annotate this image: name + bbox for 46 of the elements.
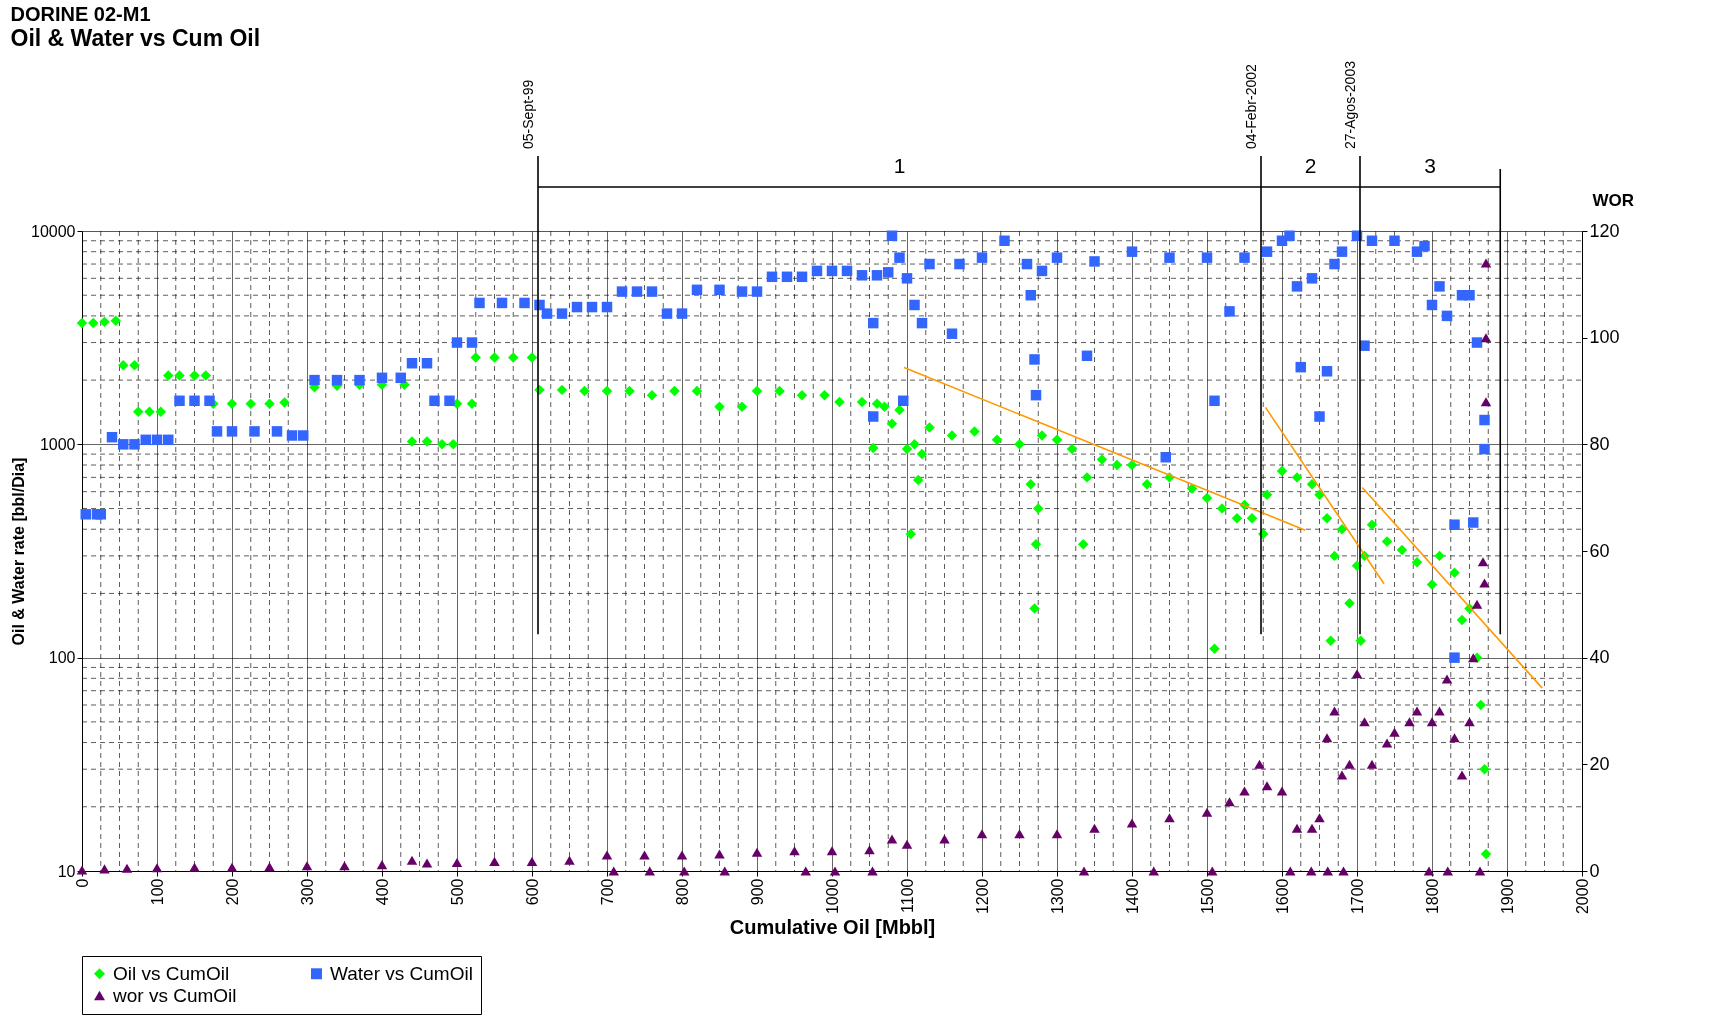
text: 1: [893, 154, 906, 177]
chart-title: DORINE 02-M1: [10, 3, 151, 26]
x-tick-label: 1900: [1498, 878, 1516, 915]
x-tick-label: 1300: [1048, 878, 1066, 915]
x-tick-label: 300: [298, 878, 316, 906]
x-tick-label: 2000: [1573, 878, 1591, 915]
x-tick-label: 0: [73, 878, 91, 888]
x-tick-label: 1200: [973, 878, 991, 915]
x-tick-label: 1100: [898, 878, 916, 913]
ref-line-label: 04-Febr-2002: [1243, 63, 1259, 149]
x-tick-label: 1500: [1198, 878, 1216, 915]
ref-line-label: 05-Sept-99: [520, 79, 536, 149]
legend-label: wor vs CumOil: [112, 984, 237, 1006]
y2-tick-label: 40: [1589, 647, 1610, 668]
x-tick-label: 100: [148, 878, 166, 906]
x-tick-label: 1700: [1348, 878, 1366, 915]
x-tick-label: 400: [373, 878, 391, 906]
y2-tick-label: 80: [1589, 433, 1610, 454]
legend-label: Water vs CumOil: [330, 962, 473, 984]
text: 2: [1304, 154, 1317, 177]
x-tick-label: 1000: [823, 878, 841, 915]
x-tick-label: 1600: [1273, 878, 1291, 915]
ref-line-label: 27-Agos-2003: [1342, 60, 1358, 149]
y-tick-label: 10: [57, 862, 76, 880]
chart-subtitle: Oil & Water vs Cum Oil: [10, 25, 261, 52]
y2-tick-label: 120: [1589, 220, 1620, 241]
legend-label: Oil vs CumOil: [113, 962, 230, 984]
x-tick-label: 1400: [1123, 878, 1141, 915]
x-tick-label: 900: [748, 878, 766, 906]
y2-tick-label: 0: [1589, 860, 1600, 881]
y-axis-title: Oil & Water rate [bbl/Dia]: [10, 457, 28, 646]
y-tick-label: 10000: [31, 222, 76, 240]
y-tick-label: 100: [48, 649, 76, 667]
y2-tick-label: 100: [1589, 327, 1620, 348]
x-tick-label: 500: [448, 878, 466, 906]
x-axis-title: Cumulative Oil [Mbbl]: [729, 916, 936, 939]
x-tick-label: 1800: [1423, 878, 1441, 915]
x-tick-label: 600: [523, 878, 541, 906]
y2-tick-label: 20: [1589, 753, 1610, 774]
y-tick-label: 1000: [39, 435, 76, 453]
text: 3: [1424, 154, 1436, 177]
x-tick-label: 700: [598, 878, 616, 906]
y2-axis-title: WOR: [1592, 190, 1635, 210]
y2-tick-label: 60: [1589, 540, 1610, 561]
x-tick-label: 800: [673, 878, 691, 906]
x-tick-label: 200: [223, 878, 241, 906]
